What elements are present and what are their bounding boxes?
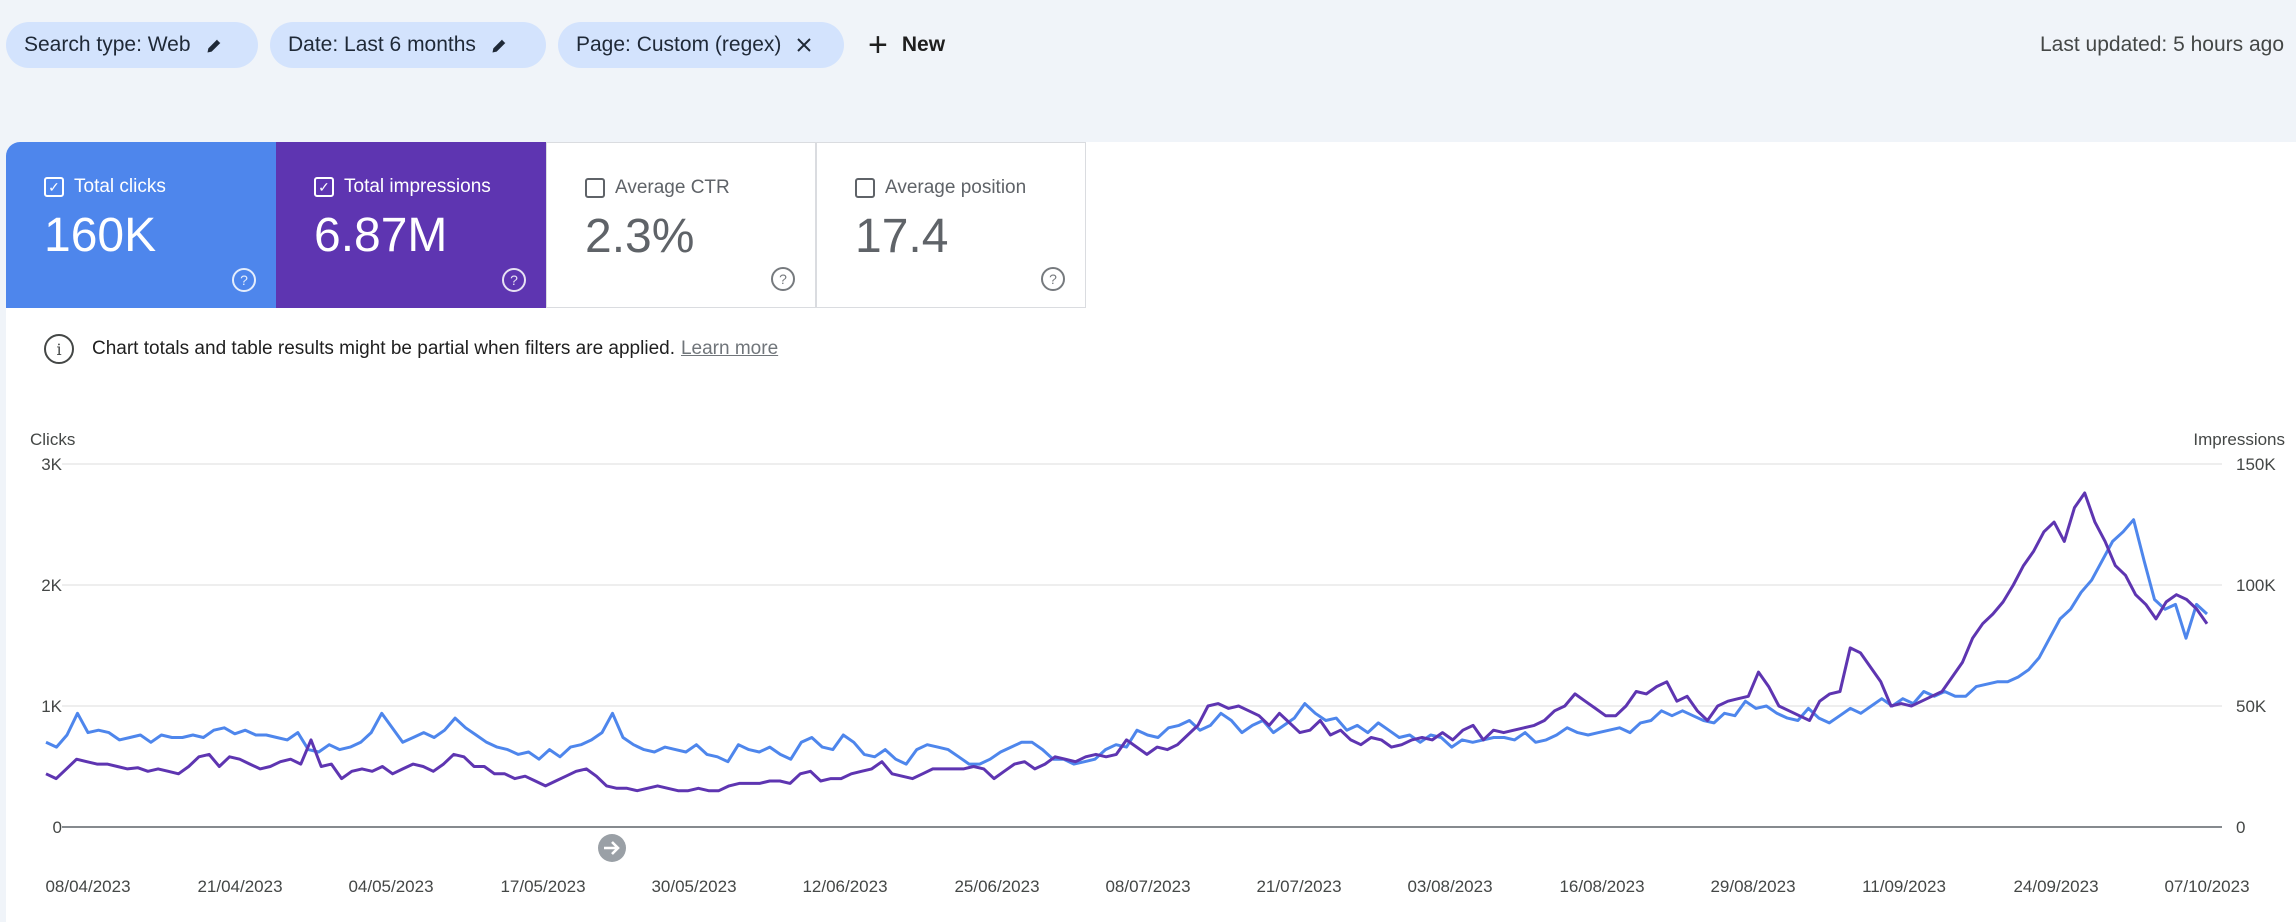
info-icon: i [44, 334, 74, 364]
annotation-marker[interactable] [598, 834, 626, 862]
x-tick-label: 11/09/2023 [1862, 877, 1946, 896]
date-chip-label: Date: Last 6 months [288, 33, 476, 56]
edit-pencil-icon[interactable] [490, 35, 510, 55]
x-tick-label: 29/08/2023 [1710, 877, 1795, 896]
x-tick-label: 21/07/2023 [1256, 877, 1341, 896]
metric-average-position[interactable]: Average position 17.4 ? [816, 142, 1086, 308]
chart-grid [62, 463, 2222, 828]
chart-ticks: 0 0 1K 50K 2K 100K 3K 150K 08/04/2023 21/04/2023 0… [41, 455, 2276, 896]
x-tick-label: 04/05/2023 [348, 877, 433, 896]
y-tick-label-right: 50K [2236, 697, 2267, 716]
metric-label: Average position [885, 177, 1027, 198]
checkbox-checked-icon[interactable]: ✓ [44, 177, 64, 197]
x-tick-label: 03/08/2023 [1407, 877, 1492, 896]
metric-value: 160K [44, 209, 157, 262]
x-tick-label: 07/10/2023 [2164, 877, 2249, 896]
checkbox-unchecked-icon[interactable] [855, 178, 875, 198]
plus-icon: + [868, 26, 888, 64]
metric-label: Total clicks [74, 176, 166, 197]
x-tick-label: 30/05/2023 [651, 877, 736, 896]
metric-value: 2.3% [585, 210, 695, 263]
help-icon[interactable]: ? [232, 268, 256, 292]
y-tick-label-right: 0 [2236, 818, 2245, 837]
x-tick-label: 17/05/2023 [500, 877, 585, 896]
x-tick-label: 21/04/2023 [197, 877, 282, 896]
checkbox-checked-icon[interactable]: ✓ [314, 177, 334, 197]
chart-lines [45, 491, 2209, 793]
filter-bar: Search type: Web Date: Last 6 months Pag… [0, 0, 2296, 92]
y-tick-label-left: 3K [41, 455, 62, 474]
x-tick-label: 25/06/2023 [954, 877, 1039, 896]
y-tick-label-right: 100K [2236, 576, 2276, 595]
page-filter-chip[interactable]: Page: Custom (regex) [558, 22, 844, 68]
metric-total-clicks[interactable]: ✓ Total clicks 160K ? [6, 142, 276, 308]
help-icon[interactable]: ? [771, 267, 795, 291]
help-icon[interactable]: ? [1041, 267, 1065, 291]
y-axis-title-right: Impressions [2193, 430, 2285, 449]
notice-text: Chart totals and table results might be … [92, 338, 675, 359]
edit-pencil-icon[interactable] [205, 35, 225, 55]
metric-label: Total impressions [344, 176, 491, 197]
y-axis-title-left: Clicks [30, 430, 75, 449]
close-icon[interactable] [795, 36, 813, 54]
x-tick-label: 12/06/2023 [802, 877, 887, 896]
x-tick-label: 24/09/2023 [2013, 877, 2098, 896]
search-type-chip[interactable]: Search type: Web [6, 22, 258, 68]
arrow-right-icon [604, 841, 620, 855]
metric-total-impressions[interactable]: ✓ Total impressions 6.87M ? [276, 142, 546, 308]
date-chip[interactable]: Date: Last 6 months [270, 22, 546, 68]
y-tick-label-left: 1K [41, 697, 62, 716]
last-updated-text: Last updated: 5 hours ago [2040, 33, 2285, 56]
metric-label: Average CTR [615, 177, 730, 198]
metric-value: 6.87M [314, 209, 448, 262]
x-tick-label: 08/07/2023 [1105, 877, 1190, 896]
new-filter-label: New [901, 33, 946, 56]
learn-more-link[interactable]: Learn more [680, 338, 779, 359]
search-type-chip-label: Search type: Web [24, 33, 191, 56]
checkbox-unchecked-icon[interactable] [585, 178, 605, 198]
metric-average-ctr[interactable]: Average CTR 2.3% ? [546, 142, 816, 308]
y-tick-label-left: 2K [41, 576, 62, 595]
help-icon[interactable]: ? [502, 268, 526, 292]
page-chip-label: Page: Custom (regex) [576, 33, 782, 56]
new-filter-button[interactable]: + New [868, 22, 945, 68]
partial-results-notice: i Chart totals and table results might b… [44, 334, 778, 364]
y-tick-label-left: 0 [53, 818, 62, 837]
clicks-series-line [45, 518, 2209, 766]
metric-value: 17.4 [855, 210, 949, 263]
y-tick-label-right: 150K [2236, 455, 2276, 474]
x-tick-label: 16/08/2023 [1559, 877, 1644, 896]
impressions-series-line [45, 491, 2209, 793]
x-tick-label: 08/04/2023 [45, 877, 130, 896]
